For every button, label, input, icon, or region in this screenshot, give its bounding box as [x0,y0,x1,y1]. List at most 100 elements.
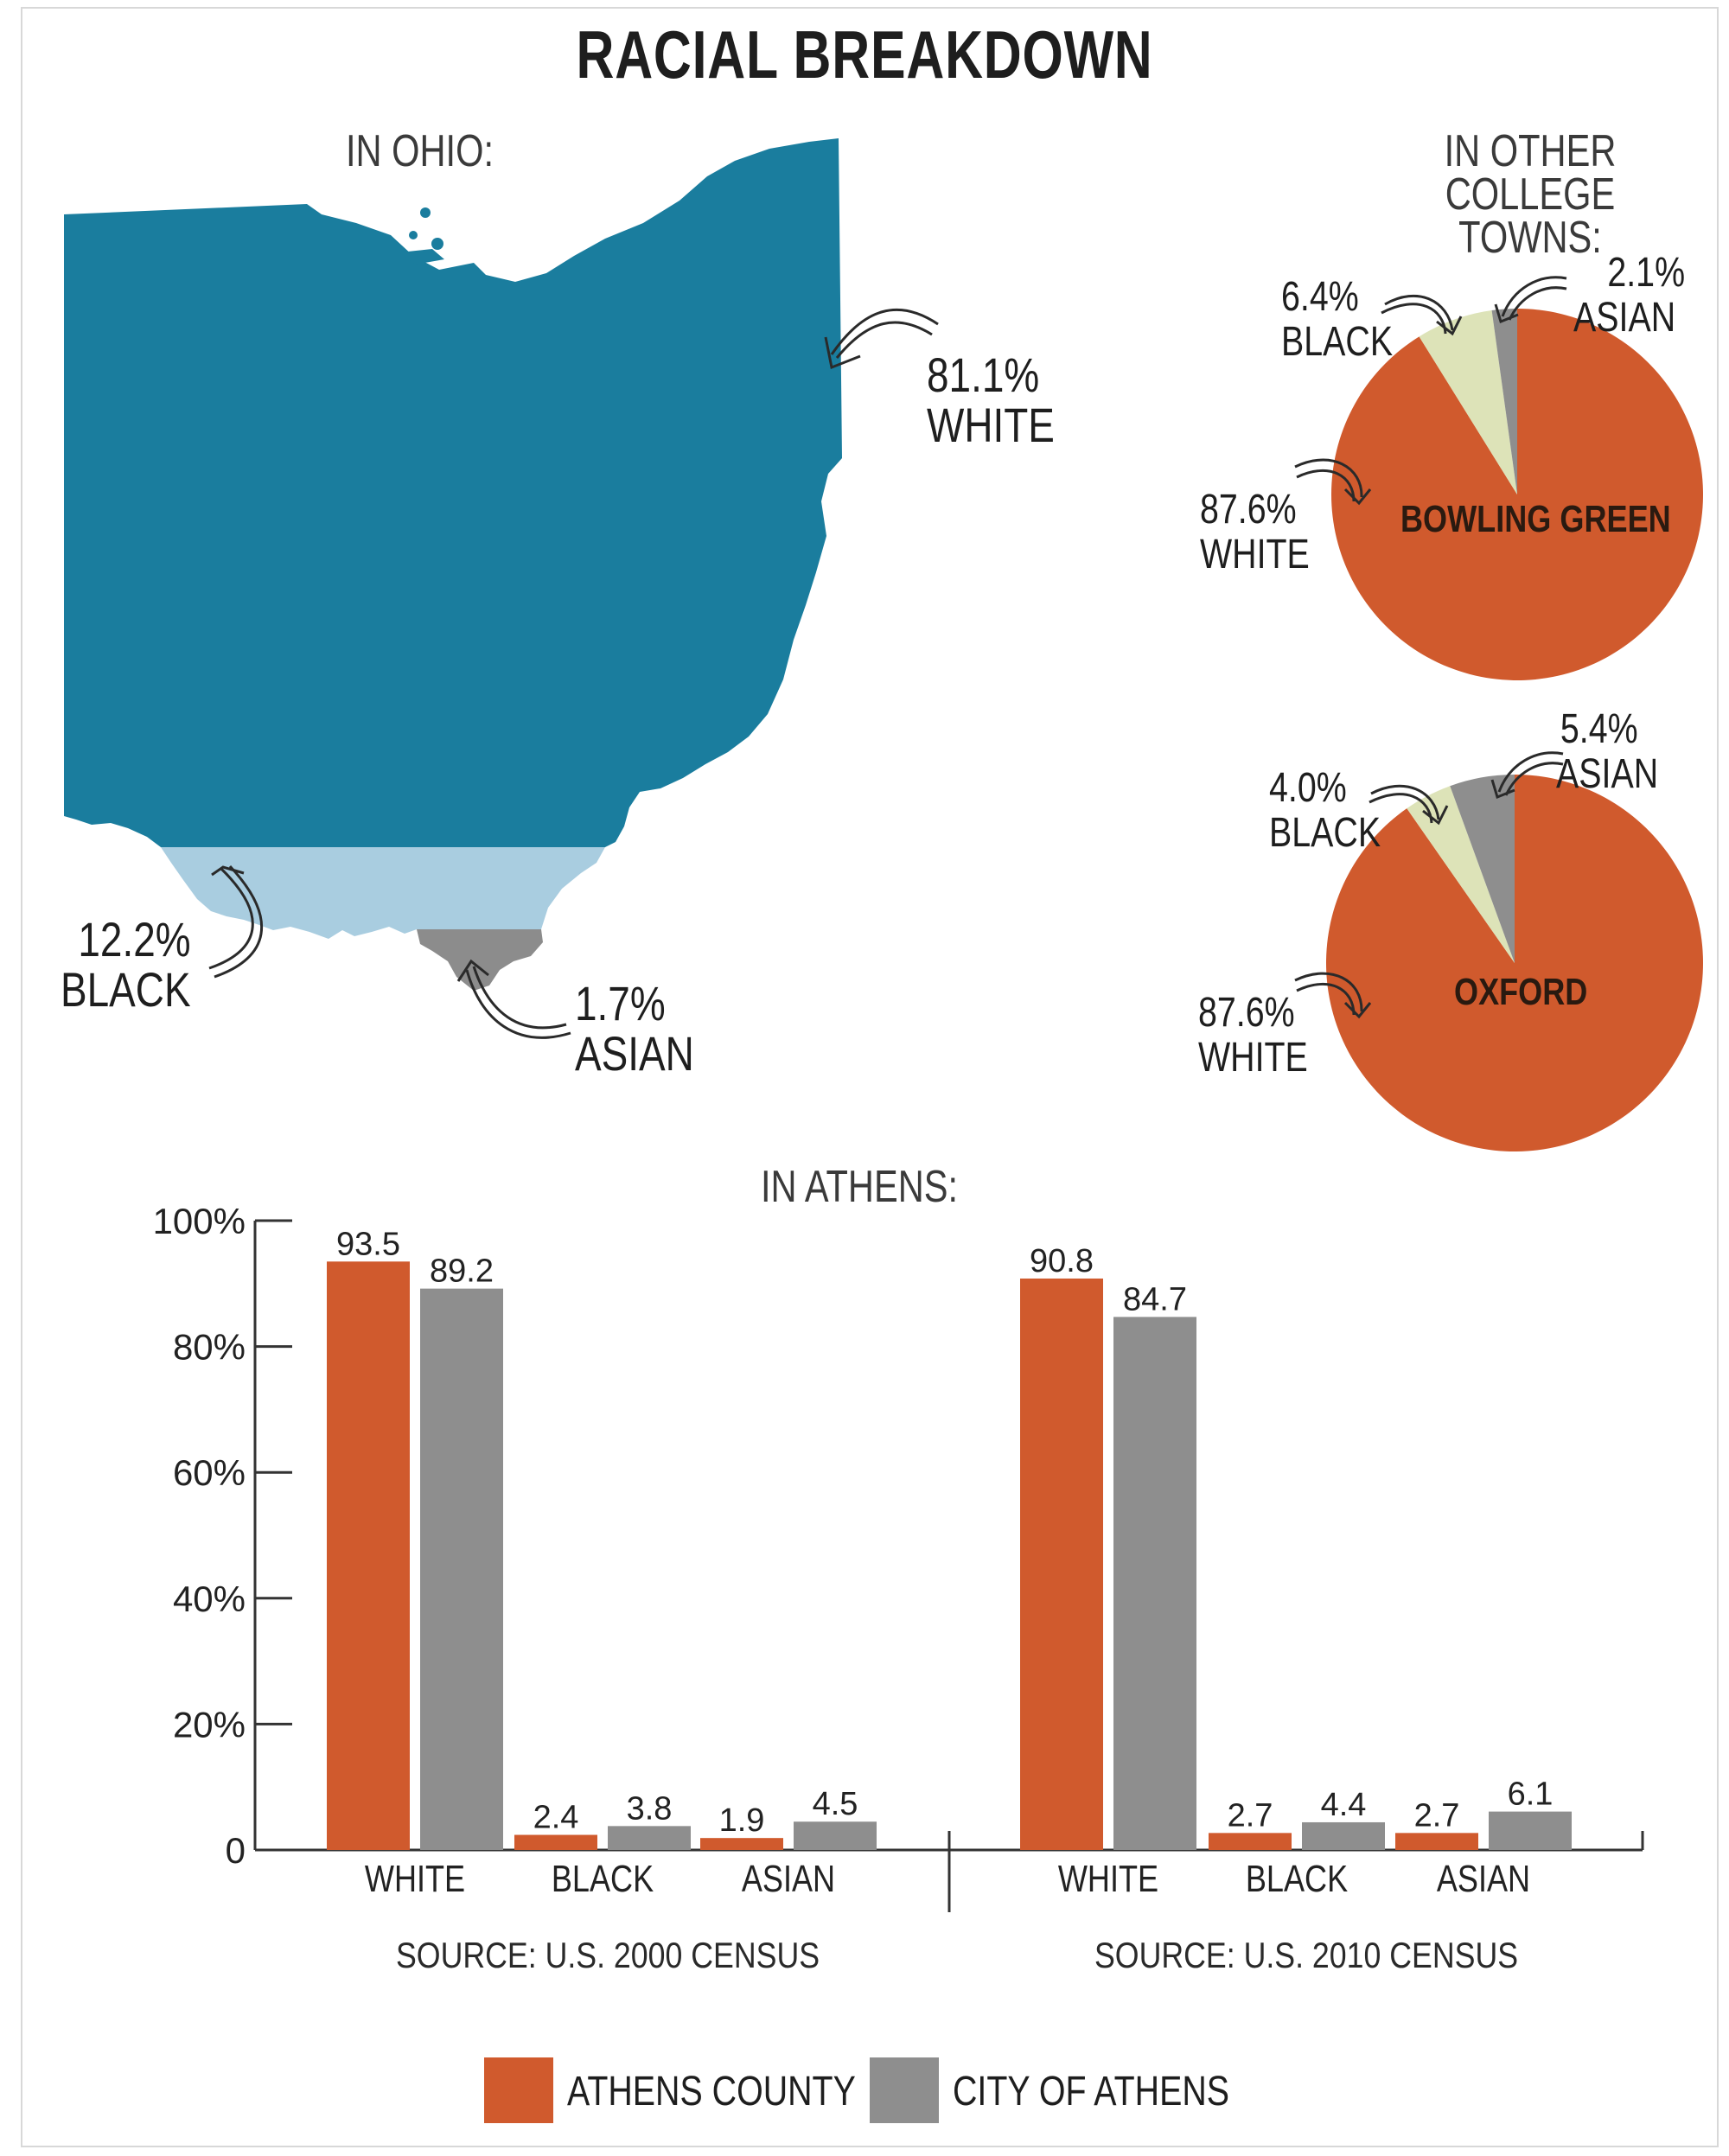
arrow-ox-asian [1490,779,1515,800]
y-tick-label: 60% [173,1452,246,1493]
bg-white-value: 87.6% [1200,487,1297,533]
x-tick-label: BLACK [1246,1858,1348,1900]
ohio-state-shape [64,138,842,991]
pie-slice-white [1325,775,1703,1151]
bar-county [514,1834,597,1850]
legend-swatch-city [870,2057,939,2123]
bar-value-label: 6.1 [1508,1776,1554,1813]
bar-value-label: 3.8 [627,1790,673,1827]
lake-island [409,231,418,239]
lake-island [431,238,443,250]
lake-island [420,207,431,218]
ox-asian-label: 5.4% ASIAN [1556,707,1658,797]
arrow-asian [465,969,571,1039]
y-tick-label: 100% [153,1201,246,1241]
arrow-ox-white [1343,1001,1372,1019]
x-tick-label: WHITE [365,1858,465,1900]
pie-slice-white [1331,309,1704,681]
pie-oxford [1325,775,1703,1151]
bar-county [1395,1833,1478,1850]
bg-asian-name: ASIAN [1573,295,1676,341]
pie-charts [1294,276,1704,1151]
college-towns-caption: IN OTHER COLLEGE TOWNS: [1444,126,1617,263]
athens-bar-chart: 0 20% 40% 60% 80% 100% 93.5 89.2 WHITE 2.4 3.8 BLAC… [153,1201,1644,1912]
bg-black-value: 6.4% [1281,274,1359,320]
ohio-asian-name: ASIAN [575,1026,694,1081]
x-tick-label: ASIAN [742,1858,835,1900]
y-tick-label: 0 [226,1830,246,1871]
bar-city [1489,1811,1572,1850]
y-tick-label: 80% [173,1327,246,1368]
bar-county [1020,1278,1103,1850]
arrow-bg-asian [1501,276,1567,317]
ox-white-value: 87.6% [1198,990,1295,1036]
arrow-ox-black [1422,805,1449,826]
arrow-asian [456,959,489,982]
arrow-ox-black [1370,784,1440,820]
ox-asian-value: 5.4% [1560,706,1638,752]
arrow-bg-white [1294,458,1363,498]
arrow-ox-white [1294,972,1363,1012]
source-2010: SOURCE: U.S. 2010 CENSUS [1094,1935,1519,1975]
bar-county [1209,1833,1292,1850]
ohio-white-label: 81.1% WHITE [927,350,1055,450]
pie-oxford-title: OXFORD [1454,971,1588,1013]
ohio-caption: IN OHIO: [346,126,494,176]
ox-black-value: 4.0% [1269,765,1347,811]
pie-bowling-green [1331,309,1704,681]
ohio-black-value: 12.2% [78,912,191,966]
bar-value-label: 2.7 [1228,1797,1273,1834]
bar-city [1302,1821,1385,1850]
bar-value-label: 93.5 [336,1226,400,1262]
arrow-white [830,308,939,355]
source-2000: SOURCE: U.S. 2000 CENSUS [396,1935,820,1975]
bar-value-label: 1.9 [719,1802,765,1839]
ohio-white-value: 81.1% [927,348,1040,402]
arrow-bg-white [1296,469,1356,502]
arrow-asian [472,966,567,1030]
bg-white-name: WHITE [1200,532,1310,577]
pie-slice-asian [1450,775,1515,963]
x-tick-label: BLACK [552,1858,654,1900]
arrow-bg-black [1436,316,1463,336]
bar-value-label: 89.2 [430,1253,494,1290]
bg-asian-label: 2.1% ASIAN [1573,251,1685,341]
legend-label-city: CITY OF ATHENS [953,2069,1230,2115]
x-tick-label: ASIAN [1437,1858,1530,1900]
bar-value-label: 90.8 [1030,1243,1094,1279]
athens-caption: IN ATHENS: [761,1162,959,1212]
lake-island [399,249,444,265]
infographic-frame [21,7,1719,2147]
ox-white-name: WHITE [1198,1035,1308,1081]
arrow-bg-black [1384,294,1454,331]
bar-city [608,1826,691,1850]
bar-value-label: 2.4 [533,1800,579,1836]
ox-asian-name: ASIAN [1556,751,1659,797]
y-tick-label: 20% [173,1704,246,1745]
arrow-white [824,336,861,370]
arrow-bg-asian [1494,303,1519,324]
bar-value-label: 2.7 [1414,1797,1460,1834]
bg-black-label: 6.4% BLACK [1281,275,1393,365]
ohio-black-name: BLACK [61,962,191,1017]
bar-city [420,1288,503,1850]
arrow-white [835,321,933,359]
bar-county [700,1838,783,1850]
arrow-bg-white [1343,488,1372,506]
legend-swatch-county [484,2057,553,2123]
ohio-black-label: 12.2% BLACK [61,915,191,1015]
ohio-black-region [161,847,605,939]
arrow-ox-asian [1504,762,1564,796]
arrow-bg-asian [1508,286,1567,321]
pie-slice-black [1407,786,1515,963]
bar-city [794,1821,877,1850]
legend-label-county: ATHENS COUNTY [567,2069,856,2115]
pie-arrows [1294,276,1567,1019]
arrow-black [208,867,254,970]
bar-value-label: 4.5 [813,1786,858,1822]
ohio-white-name: WHITE [927,398,1055,452]
ohio-asian-value: 1.7% [575,976,666,1030]
bar-city [1113,1317,1196,1850]
arrow-ox-asian [1497,751,1564,793]
bg-white-label: 87.6% WHITE [1200,488,1310,577]
